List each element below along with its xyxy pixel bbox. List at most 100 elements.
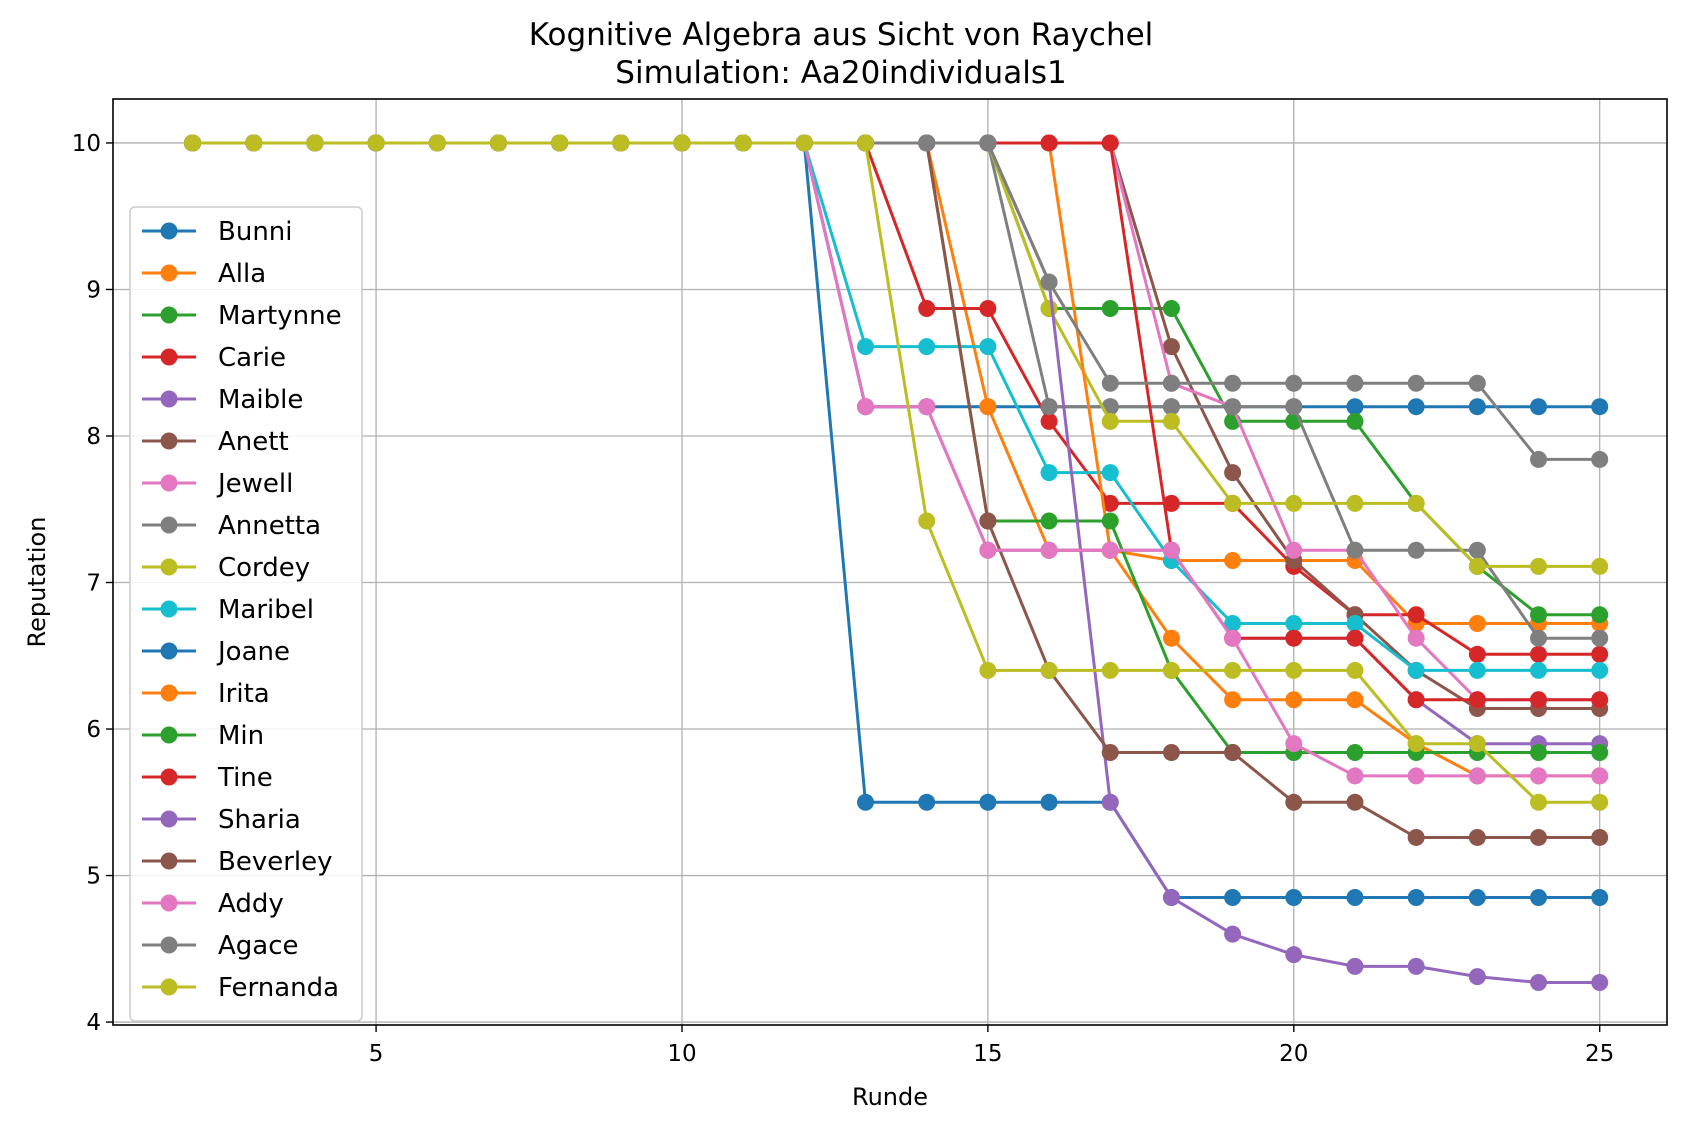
data-point [1101, 512, 1119, 530]
data-point [1224, 615, 1242, 633]
legend-item: Addy [142, 889, 284, 919]
y-axis-label: Reputation [23, 517, 51, 648]
data-point [1224, 743, 1242, 761]
data-point [1285, 793, 1303, 811]
y-tick-label: 10 [72, 131, 101, 157]
data-point [1101, 661, 1119, 679]
data-point [673, 134, 691, 152]
data-point [1162, 743, 1180, 761]
data-point [1101, 464, 1119, 482]
data-point [979, 398, 997, 416]
legend-item: Maible [142, 385, 303, 415]
data-point [979, 338, 997, 356]
legend-marker [160, 600, 178, 618]
data-point [1285, 615, 1303, 633]
data-point [1346, 889, 1364, 907]
data-point [1468, 645, 1486, 663]
data-point [1468, 661, 1486, 679]
legend-label: Agace [218, 931, 299, 961]
data-point [245, 134, 263, 152]
data-point [1407, 735, 1425, 753]
data-point [1162, 661, 1180, 679]
data-point [1285, 946, 1303, 964]
data-point [1101, 134, 1119, 152]
data-point [857, 398, 875, 416]
data-point [1407, 629, 1425, 647]
legend-marker [160, 726, 178, 744]
data-point [1591, 793, 1609, 811]
data-point [1407, 691, 1425, 709]
data-point [1407, 606, 1425, 624]
data-point [1285, 735, 1303, 753]
data-point [1591, 645, 1609, 663]
legend-label: Addy [218, 889, 284, 919]
data-point [1530, 557, 1548, 575]
legend-marker [160, 642, 178, 660]
series-fernanda [184, 134, 1609, 811]
legend-label: Irita [218, 679, 270, 709]
data-point [1040, 300, 1058, 318]
data-point [734, 134, 752, 152]
data-point [1285, 661, 1303, 679]
data-point [1224, 374, 1242, 392]
data-point [489, 134, 507, 152]
data-point [1224, 889, 1242, 907]
data-point [1285, 889, 1303, 907]
legend-item: Anett [142, 427, 289, 457]
legend-item: Carie [142, 343, 286, 373]
data-point [1530, 793, 1548, 811]
legend-item: Agace [142, 931, 299, 961]
data-point [1407, 494, 1425, 512]
data-point [1285, 691, 1303, 709]
data-point [1224, 925, 1242, 943]
data-point [1407, 661, 1425, 679]
y-tick-label: 4 [86, 1010, 101, 1036]
x-tick-label: 20 [1279, 1041, 1308, 1067]
data-point [857, 793, 875, 811]
legend-marker [160, 222, 178, 240]
data-point [857, 134, 875, 152]
data-point [1530, 398, 1548, 416]
data-point [1407, 889, 1425, 907]
data-point [1407, 767, 1425, 785]
legend-marker [160, 432, 178, 450]
legend-item: Fernanda [142, 973, 339, 1003]
legend-marker [160, 978, 178, 996]
legend-item: Maribel [142, 595, 314, 625]
data-point [1162, 412, 1180, 430]
data-point [1530, 828, 1548, 846]
legend-label: Joane [216, 637, 290, 667]
data-point [1101, 541, 1119, 559]
legend-label: Alla [218, 259, 266, 289]
legend: Bunni Alla Martynne Carie Maible Anett Jewell A… [129, 206, 363, 1022]
legend-marker [160, 558, 178, 576]
legend-item: Beverley [142, 847, 333, 877]
y-tick-label: 9 [86, 277, 101, 303]
data-point [1407, 957, 1425, 975]
data-point [918, 300, 936, 318]
data-point [1285, 374, 1303, 392]
legend-marker [160, 516, 178, 534]
legend-label: Sharia [218, 805, 301, 835]
data-point [1346, 412, 1364, 430]
data-point [1346, 767, 1364, 785]
legend-label: Min [218, 721, 264, 751]
data-point [1224, 464, 1242, 482]
data-point [1040, 412, 1058, 430]
data-point [1407, 398, 1425, 416]
data-point [1530, 691, 1548, 709]
data-point [1162, 398, 1180, 416]
data-point [1591, 661, 1609, 679]
data-point [1407, 374, 1425, 392]
legend-label: Bunni [218, 217, 293, 247]
legend-label: Carie [218, 343, 286, 373]
data-point [1101, 793, 1119, 811]
data-point [1591, 398, 1609, 416]
data-point [979, 512, 997, 530]
data-point [1285, 398, 1303, 416]
legend-item: Jewell [142, 469, 293, 499]
data-point [1285, 629, 1303, 647]
data-point [795, 134, 813, 152]
legend-item: Min [142, 721, 264, 751]
y-tick-label: 6 [86, 717, 101, 743]
